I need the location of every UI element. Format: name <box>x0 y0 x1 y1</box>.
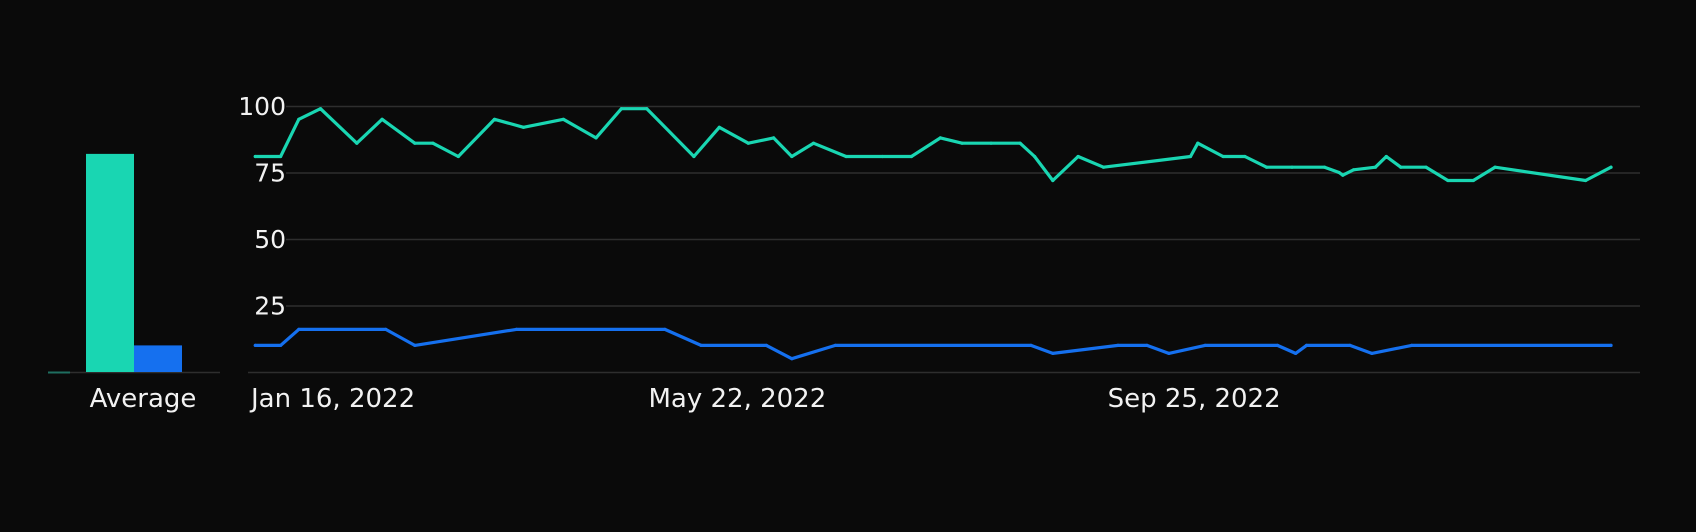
average-bar-chart: Average <box>48 153 220 414</box>
series-2-point <box>1609 343 1613 347</box>
series-1-point <box>1337 170 1341 175</box>
series-1-point <box>1446 178 1450 183</box>
series-1-point <box>1352 168 1356 172</box>
series-1-point <box>1424 165 1428 169</box>
series-1-point <box>318 107 323 111</box>
series-2-point <box>1304 343 1309 347</box>
y-tick-label: 100 <box>238 92 286 121</box>
series-1-point <box>413 141 417 145</box>
series-1-point <box>1196 141 1200 145</box>
series-1-point <box>297 117 301 121</box>
series-2-point <box>1294 351 1298 355</box>
series-2-point <box>1029 343 1033 347</box>
series-1-point <box>1101 165 1106 169</box>
series-2-point <box>1348 343 1352 347</box>
series-1-point <box>492 117 497 121</box>
y-tick-label: 50 <box>254 225 286 254</box>
bar-average-series-2 <box>134 345 182 372</box>
series-1-point <box>746 141 750 145</box>
series-1-point <box>1493 165 1497 169</box>
series-1-point <box>1018 141 1022 145</box>
series-1-point <box>1033 154 1037 159</box>
y-tick-label: 75 <box>254 159 286 188</box>
series-2-point <box>253 343 257 347</box>
series-1-point <box>1265 165 1269 169</box>
series-1-point <box>1373 165 1377 169</box>
series-1-point <box>1290 165 1294 169</box>
series-1-point <box>645 107 649 111</box>
series-1-point <box>811 141 816 145</box>
series-1-point <box>380 117 384 121</box>
series-1-point <box>1323 165 1327 169</box>
series-1-point <box>355 141 359 145</box>
series-1-point <box>1399 165 1403 169</box>
series-1-point <box>561 117 566 121</box>
x-tick-label: May 22, 2022 <box>648 384 826 414</box>
series-2-point <box>833 343 837 347</box>
series-1-point <box>1384 154 1388 159</box>
series-1-point <box>960 141 964 145</box>
series-1-point <box>880 154 885 159</box>
series-1-point <box>772 136 776 140</box>
series-1-point <box>456 154 460 159</box>
x-tick-label: Sep 25, 2022 <box>1108 384 1281 414</box>
series-2-point <box>297 327 301 331</box>
series-1-point <box>431 141 435 145</box>
series-2-point <box>1370 351 1374 355</box>
series-1-point <box>1609 165 1613 169</box>
series-1-point <box>938 136 943 140</box>
series-2-point <box>413 343 417 347</box>
series-2-point <box>514 327 518 331</box>
series-1-point <box>253 154 257 159</box>
series-1-point <box>909 154 914 159</box>
series-1-point <box>844 154 848 159</box>
series-2-point <box>384 327 388 331</box>
series-1-point <box>1243 154 1247 159</box>
series-2-point <box>279 343 283 347</box>
series-line-1 <box>253 107 1613 183</box>
series-1-point <box>594 136 598 140</box>
series-1-point <box>521 125 526 129</box>
series-1-point <box>1471 178 1475 183</box>
series-1-point <box>279 154 283 159</box>
series-1-point <box>717 125 721 129</box>
trend-line-chart: 25 50 75 100 Jan 16, 2022 May 22, 2022 Sep 25,… <box>238 92 1640 414</box>
bar-average-series-1 <box>86 153 134 372</box>
series-2-point <box>1410 343 1414 347</box>
series-1-point <box>790 154 794 159</box>
series-2-point <box>1275 343 1280 347</box>
series-1-point <box>1188 154 1193 159</box>
bar-category-label: Average <box>90 384 197 414</box>
series-1-point <box>619 107 624 111</box>
series-1-point <box>1076 154 1080 159</box>
series-2-point <box>1145 343 1149 347</box>
series-1-point <box>1584 178 1588 183</box>
series-2-point <box>790 357 794 361</box>
series-2-point <box>1116 343 1120 347</box>
series-2-point <box>1051 351 1055 355</box>
series-1-point <box>989 141 993 145</box>
series-2-point <box>764 343 769 347</box>
series-line-2 <box>253 327 1613 361</box>
series-1-point <box>1341 173 1345 177</box>
series-2-point <box>699 343 703 347</box>
x-tick-label: Jan 16, 2022 <box>249 384 415 414</box>
series-1-point <box>1221 154 1225 159</box>
series-2-point <box>663 327 667 331</box>
series-2-point <box>1167 351 1171 355</box>
series-1-point <box>692 154 696 159</box>
series-1-point <box>1051 178 1055 183</box>
y-tick-label: 25 <box>254 292 286 321</box>
series-2-point <box>1203 343 1207 347</box>
